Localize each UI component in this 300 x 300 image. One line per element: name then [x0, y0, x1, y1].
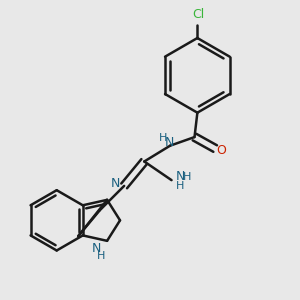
- Text: H: H: [97, 251, 106, 261]
- Text: Cl: Cl: [192, 8, 204, 21]
- Text: N: N: [92, 242, 101, 254]
- Text: H: H: [176, 181, 184, 191]
- Text: O: O: [217, 143, 226, 157]
- Text: H: H: [183, 172, 191, 182]
- Text: N: N: [111, 177, 120, 190]
- Text: N: N: [164, 136, 174, 149]
- Text: H: H: [159, 133, 167, 143]
- Text: N: N: [176, 170, 185, 183]
